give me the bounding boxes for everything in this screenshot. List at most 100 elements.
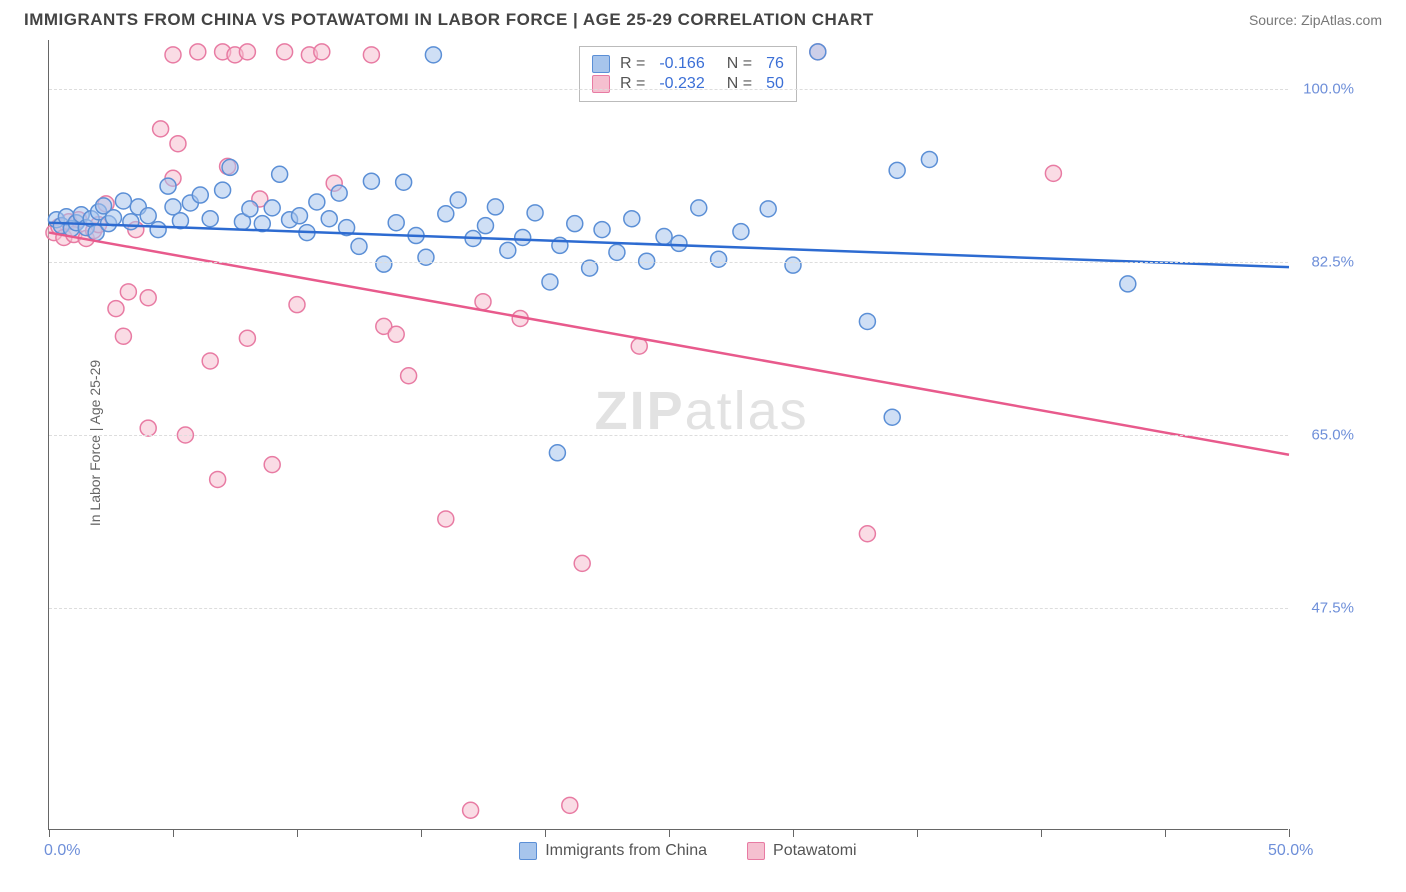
data-point (150, 222, 166, 238)
data-point (140, 290, 156, 306)
data-point (396, 174, 412, 190)
legend-label: Immigrants from China (545, 842, 707, 860)
data-point (438, 206, 454, 222)
data-point (264, 200, 280, 216)
data-point (656, 229, 672, 245)
data-point (1045, 165, 1061, 181)
x-axis-min-label: 0.0% (44, 842, 80, 860)
data-point (624, 211, 640, 227)
x-tick (917, 829, 918, 837)
data-point (1120, 276, 1136, 292)
data-point (314, 44, 330, 60)
data-point (115, 328, 131, 344)
series-legend: Immigrants from China Potawatomi (519, 842, 856, 860)
data-point (477, 218, 493, 234)
trend-line (49, 233, 1289, 455)
legend-stats-row: R = -0.166 N = 76 (592, 55, 784, 73)
data-point (388, 326, 404, 342)
x-tick (1041, 829, 1042, 837)
stat-r-label: R = (620, 55, 645, 73)
data-point (140, 208, 156, 224)
gridline (49, 262, 1288, 263)
stat-r-value: -0.166 (659, 55, 704, 73)
data-point (165, 47, 181, 63)
data-point (388, 215, 404, 231)
data-point (785, 257, 801, 273)
data-point (351, 238, 367, 254)
x-tick (49, 829, 50, 837)
gridline (49, 435, 1288, 436)
data-point (609, 244, 625, 260)
data-point (202, 353, 218, 369)
legend-item: Potawatomi (747, 842, 857, 860)
correlation-stats-legend: R =-0.166N =76R =-0.232N =50 (579, 46, 797, 102)
x-tick (669, 829, 670, 837)
data-point (889, 162, 905, 178)
data-point (291, 208, 307, 224)
data-point (202, 211, 218, 227)
data-point (170, 136, 186, 152)
x-tick (1289, 829, 1290, 837)
data-point (567, 216, 583, 232)
data-point (711, 251, 727, 267)
stat-n-label: N = (727, 55, 752, 73)
data-point (515, 230, 531, 246)
data-point (921, 151, 937, 167)
x-tick (545, 829, 546, 837)
data-point (859, 313, 875, 329)
data-point (810, 44, 826, 60)
data-point (639, 253, 655, 269)
data-point (527, 205, 543, 221)
gridline (49, 89, 1288, 90)
data-point (160, 178, 176, 194)
data-point (363, 47, 379, 63)
data-point (321, 211, 337, 227)
x-tick (173, 829, 174, 837)
legend-swatch (592, 55, 610, 73)
x-tick (421, 829, 422, 837)
data-point (363, 173, 379, 189)
data-point (242, 201, 258, 217)
x-tick (297, 829, 298, 837)
data-point (475, 294, 491, 310)
data-point (425, 47, 441, 63)
legend-swatch (747, 842, 765, 860)
data-point (438, 511, 454, 527)
data-point (309, 194, 325, 210)
data-point (239, 330, 255, 346)
data-point (859, 526, 875, 542)
data-point (140, 420, 156, 436)
data-point (760, 201, 776, 217)
data-point (733, 224, 749, 240)
data-point (115, 193, 131, 209)
data-point (884, 409, 900, 425)
legend-item: Immigrants from China (519, 842, 707, 860)
data-point (401, 368, 417, 384)
data-point (289, 297, 305, 313)
stat-n-value: 76 (766, 55, 784, 73)
gridline (49, 608, 1288, 609)
data-point (594, 222, 610, 238)
data-point (671, 235, 687, 251)
data-point (190, 44, 206, 60)
data-point (487, 199, 503, 215)
data-point (691, 200, 707, 216)
data-point (210, 471, 226, 487)
data-point (264, 457, 280, 473)
data-point (215, 182, 231, 198)
y-axis-label: In Labor Force | Age 25-29 (87, 360, 103, 526)
data-point (105, 210, 121, 226)
y-tick-label: 47.5% (1311, 599, 1354, 616)
chart-title: IMMIGRANTS FROM CHINA VS POTAWATOMI IN L… (24, 10, 874, 30)
data-point (500, 242, 516, 258)
x-tick (793, 829, 794, 837)
y-tick-label: 82.5% (1311, 254, 1354, 271)
data-point (463, 802, 479, 818)
data-point (562, 797, 578, 813)
source-attribution: Source: ZipAtlas.com (1249, 12, 1382, 28)
data-point (549, 445, 565, 461)
data-point (192, 187, 208, 203)
data-point (153, 121, 169, 137)
x-tick (1165, 829, 1166, 837)
data-point (222, 159, 238, 175)
